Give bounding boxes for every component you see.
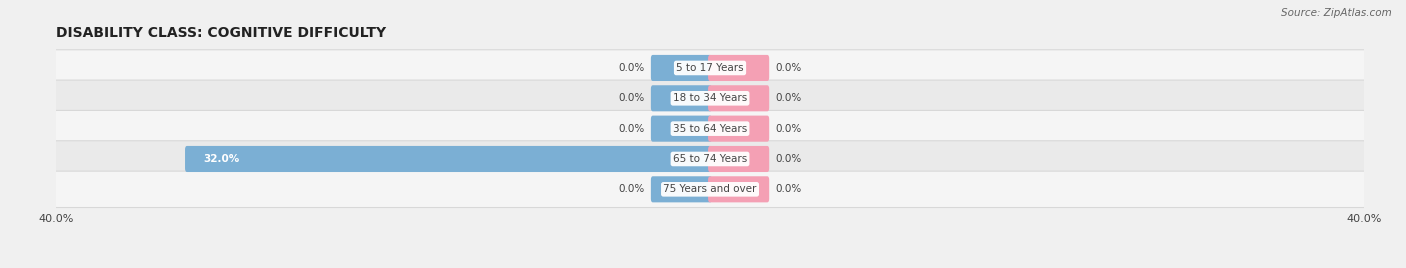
FancyBboxPatch shape <box>709 85 769 111</box>
Text: 18 to 34 Years: 18 to 34 Years <box>673 93 747 103</box>
FancyBboxPatch shape <box>53 141 1367 177</box>
FancyBboxPatch shape <box>651 116 711 142</box>
Text: 0.0%: 0.0% <box>776 63 801 73</box>
FancyBboxPatch shape <box>53 50 1367 86</box>
Text: 5 to 17 Years: 5 to 17 Years <box>676 63 744 73</box>
FancyBboxPatch shape <box>53 80 1367 117</box>
FancyBboxPatch shape <box>709 176 769 202</box>
Text: 35 to 64 Years: 35 to 64 Years <box>673 124 747 134</box>
Text: 0.0%: 0.0% <box>776 93 801 103</box>
Text: 0.0%: 0.0% <box>619 93 644 103</box>
Text: 0.0%: 0.0% <box>776 154 801 164</box>
FancyBboxPatch shape <box>709 116 769 142</box>
FancyBboxPatch shape <box>709 146 769 172</box>
Text: 0.0%: 0.0% <box>776 184 801 194</box>
Text: 32.0%: 32.0% <box>204 154 239 164</box>
FancyBboxPatch shape <box>709 55 769 81</box>
Text: 0.0%: 0.0% <box>619 63 644 73</box>
FancyBboxPatch shape <box>186 146 711 172</box>
Text: Source: ZipAtlas.com: Source: ZipAtlas.com <box>1281 8 1392 18</box>
Text: 75 Years and over: 75 Years and over <box>664 184 756 194</box>
Text: 65 to 74 Years: 65 to 74 Years <box>673 154 747 164</box>
FancyBboxPatch shape <box>53 171 1367 207</box>
Text: 0.0%: 0.0% <box>776 124 801 134</box>
FancyBboxPatch shape <box>53 110 1367 147</box>
Text: 0.0%: 0.0% <box>619 124 644 134</box>
Text: DISABILITY CLASS: COGNITIVE DIFFICULTY: DISABILITY CLASS: COGNITIVE DIFFICULTY <box>56 26 387 40</box>
FancyBboxPatch shape <box>651 55 711 81</box>
FancyBboxPatch shape <box>651 85 711 111</box>
Text: 0.0%: 0.0% <box>619 184 644 194</box>
FancyBboxPatch shape <box>651 176 711 202</box>
